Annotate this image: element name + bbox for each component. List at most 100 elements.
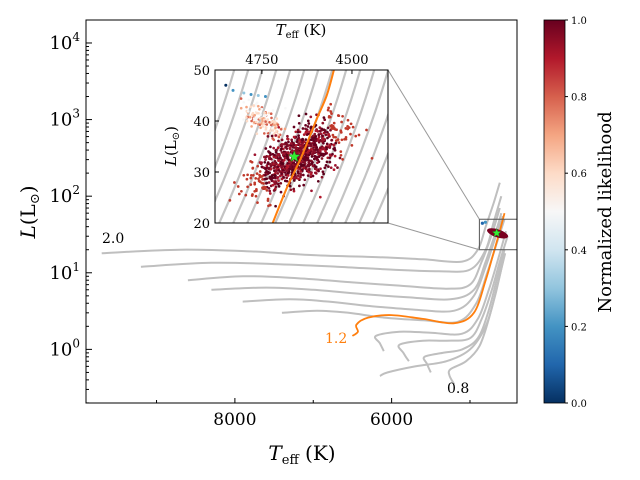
likelihood-point: [294, 176, 297, 179]
inset-track: [260, 70, 320, 223]
likelihood-point: [310, 142, 314, 146]
likelihood-point: [304, 112, 308, 116]
likelihood-point: [301, 137, 304, 141]
likelihood-point: [296, 174, 300, 177]
likelihood-point: [266, 118, 270, 121]
colorbar-gradient: [543, 19, 566, 404]
track-label-2-0: 2.0: [102, 231, 124, 247]
likelihood-point: [294, 143, 298, 147]
likelihood-point: [307, 143, 311, 147]
colorbar: 0.0 0.2 0.4 0.6 0.8 1.0 Normalized likelihood: [543, 16, 616, 410]
inset-y-tick-label: 50: [193, 64, 210, 79]
inset-content: [215, 70, 388, 223]
likelihood-point: [294, 146, 298, 150]
likelihood-point: [286, 174, 290, 177]
likelihood-point: [322, 141, 325, 145]
likelihood-point: [245, 119, 249, 123]
likelihood-point: [282, 158, 286, 162]
likelihood-point: [275, 176, 279, 180]
likelihood-point: [253, 153, 257, 157]
likelihood-point: [255, 112, 259, 115]
likelihood-point: [279, 181, 283, 185]
likelihood-point: [329, 102, 333, 106]
likelihood-point: [274, 165, 278, 168]
likelihood-point: [275, 129, 278, 133]
likelihood-point: [341, 114, 344, 118]
track-1-1: [374, 230, 507, 352]
likelihood-point: [292, 161, 296, 165]
likelihood-point: [313, 142, 317, 145]
likelihood-point: [314, 129, 318, 133]
connector-line: [387, 222, 480, 251]
likelihood-point: [294, 130, 298, 134]
likelihood-point: [304, 123, 307, 127]
inset-track: [215, 70, 236, 133]
likelihood-point: [277, 179, 280, 182]
likelihood-point: [307, 162, 311, 165]
likelihood-point: [309, 175, 313, 179]
inset-track: [330, 70, 388, 223]
likelihood-point: [324, 133, 328, 137]
likelihood-point: [242, 118, 245, 121]
likelihood-point: [271, 129, 275, 132]
likelihood-point: [262, 122, 265, 125]
likelihood-point: [297, 121, 301, 125]
likelihood-point: [326, 130, 329, 134]
likelihood-point: [274, 162, 278, 166]
likelihood-point: [274, 126, 277, 129]
colorbar-tick-label: 0.8: [571, 93, 587, 104]
likelihood-point: [258, 170, 262, 173]
likelihood-point: [267, 111, 271, 115]
likelihood-point: [287, 140, 290, 144]
likelihood-point: [323, 118, 327, 122]
main-best-fit-star: [491, 228, 502, 238]
likelihood-point: [237, 192, 241, 196]
likelihood-point: [274, 150, 278, 154]
likelihood-point: [370, 156, 374, 160]
likelihood-point: [246, 185, 249, 189]
likelihood-point: [304, 127, 307, 131]
likelihood-point: [252, 121, 256, 124]
likelihood-point: [280, 172, 283, 175]
likelihood-point: [263, 132, 266, 135]
likelihood-point: [335, 128, 338, 132]
likelihood-point: [306, 174, 310, 177]
likelihood-point: [270, 174, 274, 178]
colorbar-tick-label: 1.0: [571, 16, 587, 27]
likelihood-point: [340, 120, 343, 124]
likelihood-point: [277, 153, 280, 156]
likelihood-point: [305, 165, 308, 169]
inset-track-1-2: [271, 70, 335, 223]
likelihood-point: [354, 134, 358, 138]
likelihood-point: [327, 145, 331, 148]
likelihood-point: [248, 115, 252, 119]
likelihood-point: [330, 112, 333, 115]
likelihood-point: [302, 183, 306, 187]
likelihood-point: [328, 160, 332, 164]
likelihood-point: [245, 177, 249, 181]
likelihood-point: [245, 105, 248, 109]
likelihood-point: [315, 156, 319, 159]
likelihood-point: [303, 155, 307, 159]
likelihood-point: [320, 127, 324, 131]
likelihood-point: [325, 142, 329, 146]
likelihood-point: [279, 128, 283, 131]
likelihood-point: [250, 113, 254, 116]
likelihood-point: [259, 113, 262, 116]
likelihood-point: [327, 133, 330, 137]
likelihood-point: [329, 110, 333, 113]
likelihood-point: [340, 138, 344, 142]
likelihood-point: [306, 119, 310, 123]
likelihood-point: [276, 165, 280, 169]
likelihood-point: [332, 121, 336, 125]
x-tick-label: 6000: [370, 410, 413, 430]
likelihood-point: [337, 114, 341, 118]
likelihood-point: [277, 159, 280, 162]
likelihood-point: [316, 139, 320, 142]
inset-track: [246, 70, 306, 223]
likelihood-point: [296, 171, 300, 175]
likelihood-point: [284, 106, 287, 110]
likelihood-point: [264, 167, 267, 171]
likelihood-point: [325, 147, 328, 151]
likelihood-point: [339, 150, 343, 153]
